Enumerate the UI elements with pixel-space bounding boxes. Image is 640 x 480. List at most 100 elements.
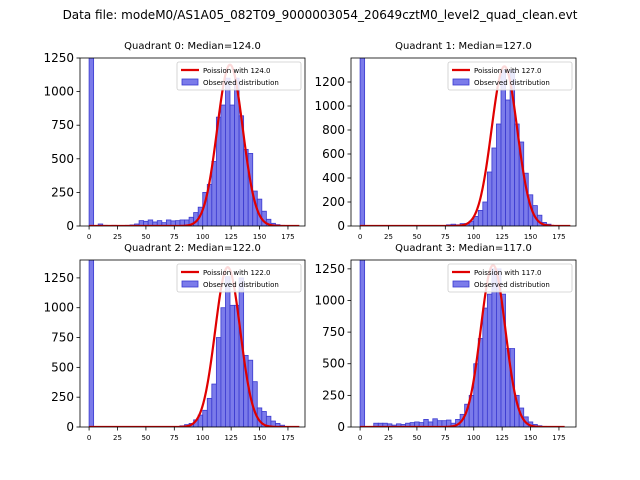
x-tick-label: 100 <box>467 233 480 241</box>
histogram-bar <box>215 337 222 427</box>
figure-title: Data file: modeM0/AS1A05_082T09_90000030… <box>62 8 578 22</box>
subplot-title: Quadrant 2: Median=122.0 <box>124 243 261 254</box>
poisson-curve <box>360 263 565 427</box>
y-tick-label: 1000 <box>314 293 345 307</box>
poisson-curve <box>89 266 300 427</box>
legend-line-label: Poission with 122.0 <box>203 269 271 277</box>
x-tick-label: 0 <box>358 434 362 442</box>
x-tick-label: 25 <box>384 434 393 442</box>
x-tick-label: 100 <box>196 233 209 241</box>
histogram-bar <box>486 293 493 427</box>
x-tick-label: 75 <box>170 434 179 442</box>
legend-bar-swatch <box>452 78 470 86</box>
x-tick-label: 150 <box>253 233 266 241</box>
histogram-bar <box>423 419 429 427</box>
y-tick-label: 750 <box>51 118 74 132</box>
x-tick-label: 125 <box>224 434 237 442</box>
x-tick-label: 25 <box>113 434 122 442</box>
x-tick-label: 75 <box>170 233 179 241</box>
x-tick-label: 25 <box>113 233 122 241</box>
histogram-bar <box>211 383 217 427</box>
subplot-quadrant-2: 0 25 50 75 100 125 150 175 0 250 500 750 1000 1250 Qua… <box>43 243 306 442</box>
subplot-title: Quadrant 1: Median=127.0 <box>395 41 532 52</box>
histogram-bar <box>229 304 235 427</box>
histogram-bar <box>482 307 488 427</box>
histogram-bar <box>496 123 502 226</box>
x-tick-label: 150 <box>524 434 537 442</box>
histogram-bar <box>491 147 497 226</box>
y-tick-label: 250 <box>51 185 74 199</box>
histogram-bar <box>220 104 226 226</box>
x-tick-label: 150 <box>524 233 537 241</box>
histogram-bar <box>473 215 479 226</box>
legend-line-label: Poission with 127.0 <box>474 67 542 75</box>
x-tick-label: 50 <box>412 434 421 442</box>
histogram-bar <box>432 418 438 427</box>
subplot-title: Quadrant 3: Median=117.0 <box>395 243 532 254</box>
histogram-bar <box>482 201 488 226</box>
x-tick-label: 75 <box>441 233 450 241</box>
y-tick-label: 1250 <box>43 51 74 65</box>
y-tick-label: 400 <box>322 171 345 185</box>
histogram-bar <box>88 58 95 226</box>
y-tick-label: 500 <box>322 357 345 371</box>
y-tick-label: 600 <box>322 147 345 161</box>
subplot-quadrant-0: 0 25 50 75 100 125 150 175 0 250 500 750 1000 1250 Qua… <box>43 41 306 241</box>
axes-frame <box>79 57 306 227</box>
legend-bar-label: Observed distribution <box>474 281 550 289</box>
y-tick-label: 800 <box>322 123 345 137</box>
x-tick-label: 175 <box>552 233 565 241</box>
x-tick-label: 150 <box>253 434 266 442</box>
legend-line-label: Poission with 124.0 <box>203 67 271 75</box>
histogram-bar <box>500 69 506 226</box>
legend-bar-swatch <box>181 280 199 288</box>
y-tick-label: 750 <box>322 325 345 339</box>
subplot-title: Quadrant 0: Median=124.0 <box>124 41 261 52</box>
x-tick-label: 25 <box>384 233 393 241</box>
histogram-bar <box>206 397 213 427</box>
axes-frame <box>350 259 577 428</box>
y-tick-label: 0 <box>337 420 345 434</box>
histogram-bar <box>229 104 235 226</box>
x-tick-label: 100 <box>196 434 209 442</box>
poisson-curve <box>89 63 300 226</box>
histogram-bar <box>359 260 366 427</box>
y-tick-label: 0 <box>337 219 345 233</box>
y-tick-label: 0 <box>66 420 74 434</box>
x-tick-label: 175 <box>281 434 294 442</box>
histogram-bar <box>220 307 226 427</box>
x-tick-label: 75 <box>441 434 450 442</box>
legend-bar-label: Observed distribution <box>203 281 279 289</box>
x-tick-label: 175 <box>552 434 565 442</box>
histogram-bar <box>491 268 497 427</box>
y-tick-label: 0 <box>66 219 74 233</box>
legend-box <box>447 263 573 293</box>
axes-frame <box>79 259 306 428</box>
x-tick-label: 50 <box>412 233 421 241</box>
y-tick-label: 750 <box>51 331 74 345</box>
y-tick-label: 200 <box>322 195 345 209</box>
poisson-curve <box>360 65 571 226</box>
plot-area <box>88 260 300 427</box>
x-tick-label: 175 <box>281 233 294 241</box>
y-tick-label: 1000 <box>314 99 345 113</box>
histogram-bar <box>359 58 366 226</box>
legend-box <box>176 263 302 293</box>
histogram-bar <box>486 171 493 226</box>
legend-box <box>447 61 573 91</box>
legend-bar-swatch <box>452 280 470 288</box>
x-tick-label: 50 <box>141 434 150 442</box>
subplot-quadrant-3: 0 25 50 75 100 125 150 175 0 250 500 750 1000 1250 Qua… <box>314 243 577 442</box>
histogram-bar <box>211 161 217 226</box>
y-tick-label: 1200 <box>314 75 345 89</box>
histogram-bar <box>477 209 484 226</box>
x-tick-label: 125 <box>224 233 237 241</box>
x-tick-label: 125 <box>495 233 508 241</box>
legend-box <box>176 61 302 91</box>
x-tick-label: 125 <box>495 434 508 442</box>
x-tick-label: 100 <box>467 434 480 442</box>
x-tick-label: 0 <box>358 233 362 241</box>
legend-bar-swatch <box>181 78 199 86</box>
